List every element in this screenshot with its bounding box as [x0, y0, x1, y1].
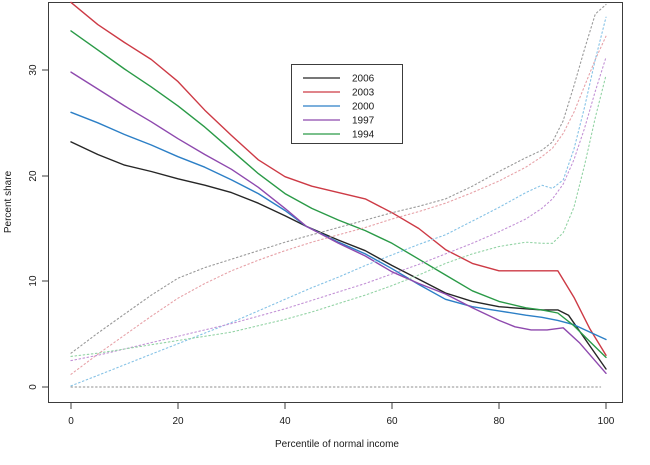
series-line-1994-dotted — [70, 74, 607, 357]
x-tick-label: 40 — [279, 416, 291, 427]
x-tick-label: 60 — [386, 416, 398, 427]
legend-label-2000: 2000 — [352, 102, 375, 113]
x-tick-label: 100 — [598, 416, 615, 427]
series-line-2006-dotted — [70, 3, 607, 354]
x-tick-label: 80 — [493, 416, 505, 427]
series-group — [70, 1, 607, 388]
y-tick-label: 10 — [28, 275, 39, 287]
x-axis-ticks — [70, 403, 607, 409]
y-axis-ticks — [42, 69, 48, 388]
x-tick-label: 20 — [172, 416, 184, 427]
plot-box — [48, 2, 623, 403]
x-tick-label: 0 — [68, 416, 74, 427]
x-axis-title: Percentile of normal income — [275, 439, 399, 450]
y-tick-label: 0 — [28, 384, 39, 390]
series-line-2003-dotted — [70, 35, 607, 375]
series-line-1997 — [70, 71, 607, 374]
legend: 2006 2003 2000 1997 1994 — [291, 64, 403, 144]
series-line-2006 — [70, 141, 607, 370]
legend-box — [291, 64, 403, 144]
series-line-2000 — [70, 111, 607, 341]
legend-label-1994: 1994 — [352, 130, 375, 141]
y-tick-label: 20 — [28, 170, 39, 182]
series-line-2003 — [70, 1, 607, 356]
legend-label-2003: 2003 — [352, 88, 375, 99]
y-axis-tick-labels: 0 10 20 30 — [28, 64, 39, 390]
y-tick-label: 30 — [28, 64, 39, 76]
series-line-2000-dotted — [70, 16, 607, 387]
y-axis-title: Percent share — [3, 170, 14, 233]
legend-label-2006: 2006 — [352, 74, 375, 85]
series-line-1997-dotted — [70, 56, 607, 362]
x-axis-tick-labels: 0 20 40 60 80 100 — [68, 416, 615, 427]
legend-label-1997: 1997 — [352, 116, 375, 127]
series-line-1994 — [70, 30, 607, 359]
